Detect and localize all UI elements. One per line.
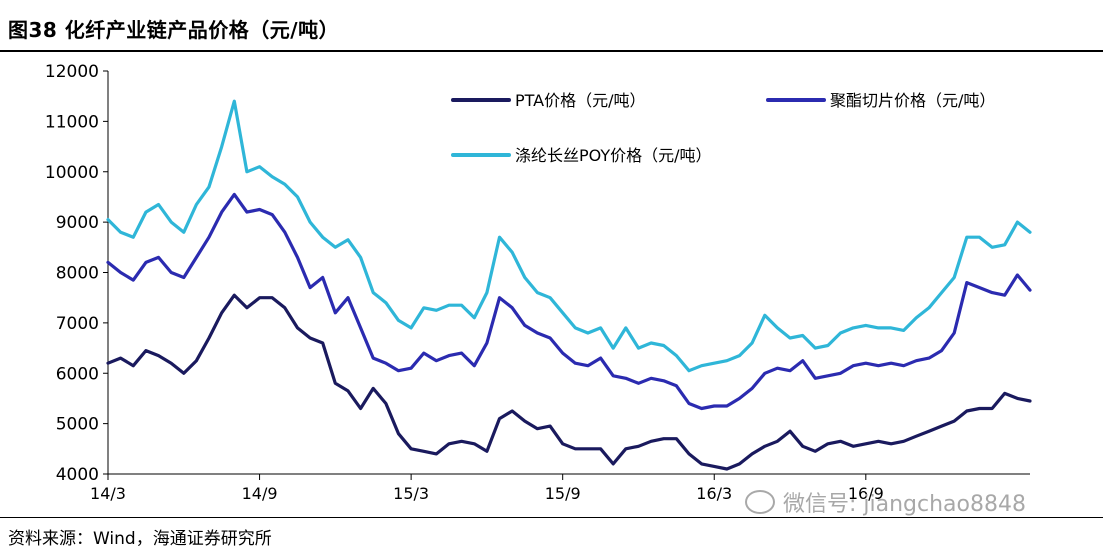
title-divider <box>0 50 1103 52</box>
y-tick-label: 11000 <box>45 112 99 132</box>
x-tick-label: 16/9 <box>848 484 884 503</box>
chart-series <box>106 99 1032 471</box>
watermark: 微信号: jiangchao8848 <box>745 486 1026 518</box>
x-tick-label: 15/9 <box>545 484 581 503</box>
y-tick-label: 12000 <box>45 62 99 82</box>
x-tick-label: 14/3 <box>90 484 126 503</box>
y-tick-label: 9000 <box>56 213 99 233</box>
series-line-3 <box>106 99 1032 373</box>
wechat-icon <box>745 490 775 514</box>
legend-label-2: 聚酯切片价格（元/吨） <box>830 91 995 110</box>
chart-axes: 4000 5000 6000 7000 8000 9000 10000 11000 12000 1… <box>45 62 1030 503</box>
source-note: 资料来源：Wind，海通证券研究所 <box>8 529 272 549</box>
chart-legend: PTA价格（元/吨） 聚酯切片价格（元/吨） 涤纶长丝POY价格（元/吨） <box>451 91 995 165</box>
series-line-2 <box>106 192 1032 411</box>
y-tick-label: 8000 <box>56 264 99 284</box>
line-chart: 4000 5000 6000 7000 8000 9000 10000 11000 12000 1… <box>45 62 1032 503</box>
x-tick-label: 14/9 <box>242 484 278 503</box>
x-tick-label: 16/3 <box>696 484 732 503</box>
y-tick-label: 6000 <box>56 364 99 384</box>
legend-label-1: PTA价格（元/吨） <box>515 91 646 110</box>
y-tick-label: 4000 <box>56 465 99 485</box>
y-tick-label: 7000 <box>56 314 99 334</box>
y-tick-label: 5000 <box>56 415 99 435</box>
watermark-text: 微信号: jiangchao8848 <box>783 492 1026 517</box>
y-tick-label: 10000 <box>45 163 99 183</box>
x-tick-label: 15/3 <box>393 484 429 503</box>
series-line-1 <box>106 293 1032 471</box>
chart-title: 图38 化纤产业链产品价格（元/吨） <box>8 18 340 42</box>
legend-label-3: 涤纶长丝POY价格（元/吨） <box>515 146 712 165</box>
footer-divider <box>0 517 1103 518</box>
